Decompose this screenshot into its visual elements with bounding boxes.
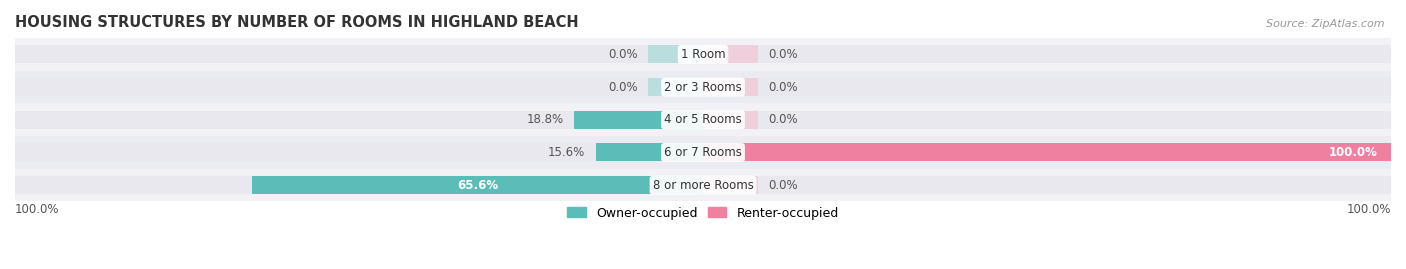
Text: 6 or 7 Rooms: 6 or 7 Rooms xyxy=(664,146,742,159)
Bar xyxy=(15,176,1391,194)
Bar xyxy=(596,143,703,161)
Text: 18.8%: 18.8% xyxy=(526,113,564,126)
Legend: Owner-occupied, Renter-occupied: Owner-occupied, Renter-occupied xyxy=(562,201,844,225)
Bar xyxy=(648,45,703,63)
Bar xyxy=(15,169,1391,201)
Text: 100.0%: 100.0% xyxy=(1347,203,1391,216)
Bar xyxy=(15,136,1391,169)
Bar xyxy=(15,104,1391,136)
Bar xyxy=(15,111,1391,129)
Bar xyxy=(15,38,1391,71)
Text: 0.0%: 0.0% xyxy=(768,113,799,126)
Text: 100.0%: 100.0% xyxy=(15,203,59,216)
Bar xyxy=(15,143,1391,161)
Text: 4 or 5 Rooms: 4 or 5 Rooms xyxy=(664,113,742,126)
Text: 65.6%: 65.6% xyxy=(457,179,498,192)
Text: 15.6%: 15.6% xyxy=(548,146,585,159)
Text: Source: ZipAtlas.com: Source: ZipAtlas.com xyxy=(1267,19,1385,29)
Bar xyxy=(703,45,758,63)
Bar xyxy=(252,176,703,194)
Bar xyxy=(648,78,703,96)
Text: 2 or 3 Rooms: 2 or 3 Rooms xyxy=(664,81,742,94)
Bar xyxy=(15,71,1391,104)
Text: 0.0%: 0.0% xyxy=(768,179,799,192)
Text: HOUSING STRUCTURES BY NUMBER OF ROOMS IN HIGHLAND BEACH: HOUSING STRUCTURES BY NUMBER OF ROOMS IN… xyxy=(15,15,579,30)
Text: 100.0%: 100.0% xyxy=(1329,146,1378,159)
Bar xyxy=(574,111,703,129)
Text: 8 or more Rooms: 8 or more Rooms xyxy=(652,179,754,192)
Bar xyxy=(703,176,758,194)
Text: 1 Room: 1 Room xyxy=(681,48,725,61)
Text: 0.0%: 0.0% xyxy=(607,81,638,94)
Bar xyxy=(703,78,758,96)
Bar xyxy=(15,78,1391,96)
Text: 0.0%: 0.0% xyxy=(607,48,638,61)
Bar xyxy=(15,45,1391,63)
Text: 0.0%: 0.0% xyxy=(768,81,799,94)
Bar xyxy=(703,111,758,129)
Bar xyxy=(703,143,1391,161)
Text: 0.0%: 0.0% xyxy=(768,48,799,61)
